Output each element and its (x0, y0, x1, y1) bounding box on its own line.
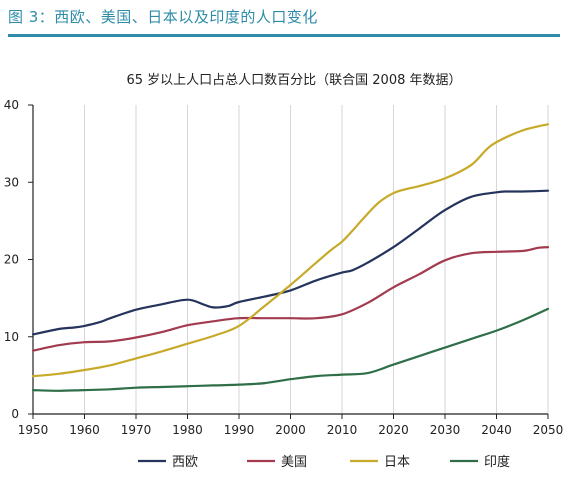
x-tick-label-2000: 2000 (275, 423, 306, 437)
y-tick-label-10: 10 (4, 330, 19, 344)
title-rule (8, 34, 560, 37)
y-tick-label-30: 30 (4, 175, 19, 189)
x-tick-label-1960: 1960 (69, 423, 100, 437)
legend-label-1: 西欧 (172, 455, 198, 470)
x-tick-label-2040: 2040 (481, 423, 512, 437)
chart-title: 65 岁以上人口占总人口数百分比（联合国 2008 年数据） (126, 73, 461, 88)
x-tick-label-2020: 2020 (378, 423, 409, 437)
y-tick-label-20: 20 (4, 253, 19, 267)
y-tick-label-0: 0 (11, 407, 19, 421)
legend-label-3: 日本 (384, 455, 410, 470)
legend-item-4: 印度 (450, 454, 510, 470)
vertical-grid (84, 105, 549, 414)
x-tick-label-2030: 2030 (430, 423, 461, 437)
y-tick-label-40: 40 (4, 98, 19, 112)
legend-label-4: 印度 (484, 454, 510, 470)
x-tick-label-1970: 1970 (121, 423, 152, 437)
series-lines (31, 123, 550, 392)
series-line-1 (31, 189, 550, 336)
legend-item-3: 日本 (350, 455, 410, 470)
figure-header: 图 3：西欧、美国、日本以及印度的人口变化 (0, 0, 575, 40)
series-line-4 (31, 307, 550, 392)
legend-item-2: 美国 (247, 455, 307, 470)
x-tick-label-2050: 2050 (533, 423, 564, 437)
x-tick-label-1980: 1980 (172, 423, 203, 437)
figure-title: 图 3：西欧、美国、日本以及印度的人口变化 (8, 8, 318, 26)
x-tick-label-2010: 2010 (327, 423, 358, 437)
x-tick-label-1950: 1950 (18, 423, 49, 437)
legend-label-2: 美国 (281, 455, 307, 470)
legend: 西欧 美国 日本 印度 (138, 454, 510, 470)
series-line-2 (31, 246, 550, 352)
x-tick-label-1990: 1990 (224, 423, 255, 437)
series-line-3 (31, 123, 550, 378)
legend-item-1: 西欧 (138, 455, 198, 470)
